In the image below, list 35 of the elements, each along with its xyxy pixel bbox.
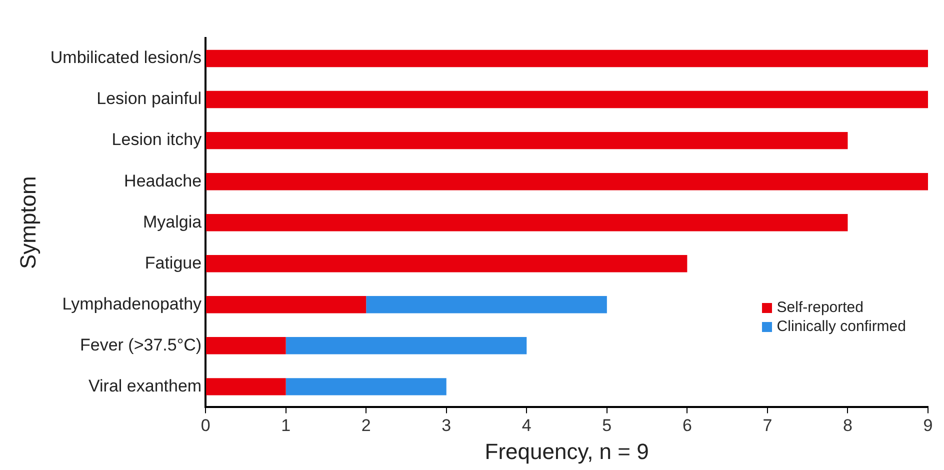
y-tick-label: Lesion itchy [112,130,202,150]
legend-label: Clinically confirmed [776,317,906,336]
bar [206,378,286,396]
y-tick-label: Umbilicated lesion/s [50,48,202,68]
x-tick-label: 3 [442,416,452,436]
x-tick-label: 0 [200,416,210,436]
bar [286,378,446,396]
y-axis-title: Symptom [15,176,40,270]
x-tick-label: 6 [682,416,692,436]
x-tick-label: 8 [842,416,852,436]
bar [206,90,928,108]
y-tick-label: Lesion painful [96,89,202,108]
x-tick-label: 4 [522,416,532,436]
bar [286,337,527,354]
y-tick-label: Fatigue [144,253,202,272]
bar [206,296,366,314]
x-axis-title: Frequency, n = 9 [484,438,649,464]
bar [206,132,848,150]
y-tick-label: Headache [124,171,202,190]
bar [206,255,688,272]
y-tick-label: Viral exanthem [88,376,202,396]
x-tick-label: 5 [602,416,612,436]
y-tick-label: Myalgia [142,212,202,232]
bar [366,296,607,314]
x-tick-label: 1 [281,416,291,436]
x-tick-label: 7 [762,416,772,436]
y-tick-label: Lymphadenopathy [62,294,202,314]
bar [206,172,928,190]
bar [206,214,848,232]
legend-label: Self-reported [776,298,864,317]
y-tick-label: Fever (>37.5°C) [80,335,202,354]
bar [206,337,286,354]
x-tick-label: 9 [923,416,933,436]
bar [206,50,928,68]
x-tick-label: 2 [361,416,371,436]
